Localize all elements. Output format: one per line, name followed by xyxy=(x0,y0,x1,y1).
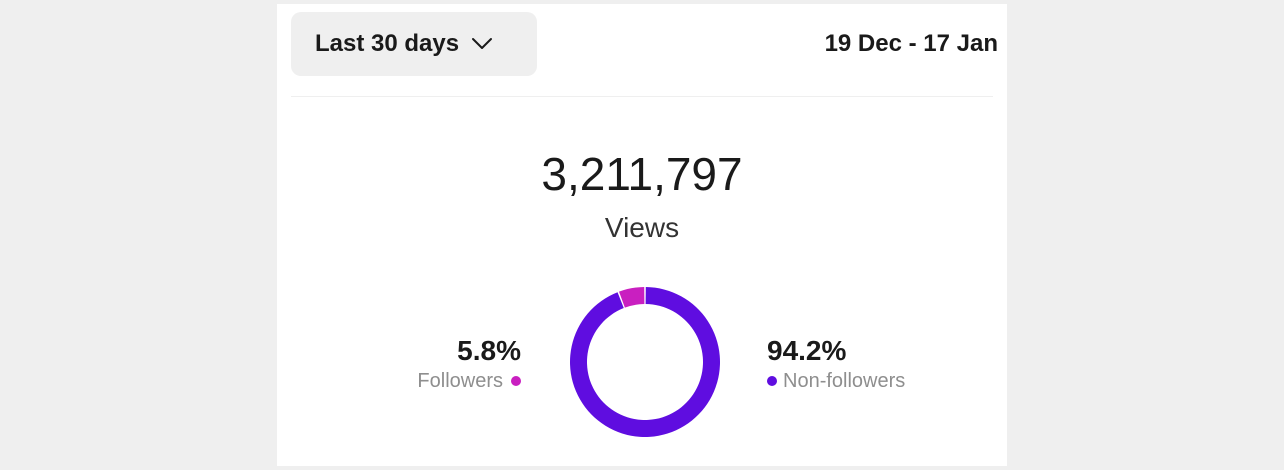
followers-segment xyxy=(619,287,645,308)
divider xyxy=(291,96,993,97)
date-range-dropdown[interactable]: Last 30 days xyxy=(291,12,537,76)
chevron-down-icon xyxy=(472,38,493,49)
views-label: Views xyxy=(604,212,680,243)
non-followers-percent: 94.2% xyxy=(767,335,847,366)
views-total: 3,211,797 xyxy=(541,148,743,200)
views-insights-panel: Last 30 days 19 Dec - 17 Jan 3,211,797 V… xyxy=(277,4,1007,466)
non-followers-segment xyxy=(570,287,720,437)
followers-percent: 5.8% xyxy=(457,335,521,366)
non-followers-legend: 94.2% Non-followers xyxy=(767,334,905,394)
followers-dot-icon xyxy=(511,376,521,386)
followers-label: Followers xyxy=(417,370,503,392)
audience-donut-chart xyxy=(570,287,720,437)
non-followers-label: Non-followers xyxy=(783,370,906,392)
followers-legend: 5.8% Followers xyxy=(417,334,521,394)
non-followers-dot-icon xyxy=(767,376,777,386)
date-range-dropdown-label: Last 30 days xyxy=(315,30,460,57)
date-range-text: 19 Dec - 17 Jan xyxy=(824,30,998,57)
